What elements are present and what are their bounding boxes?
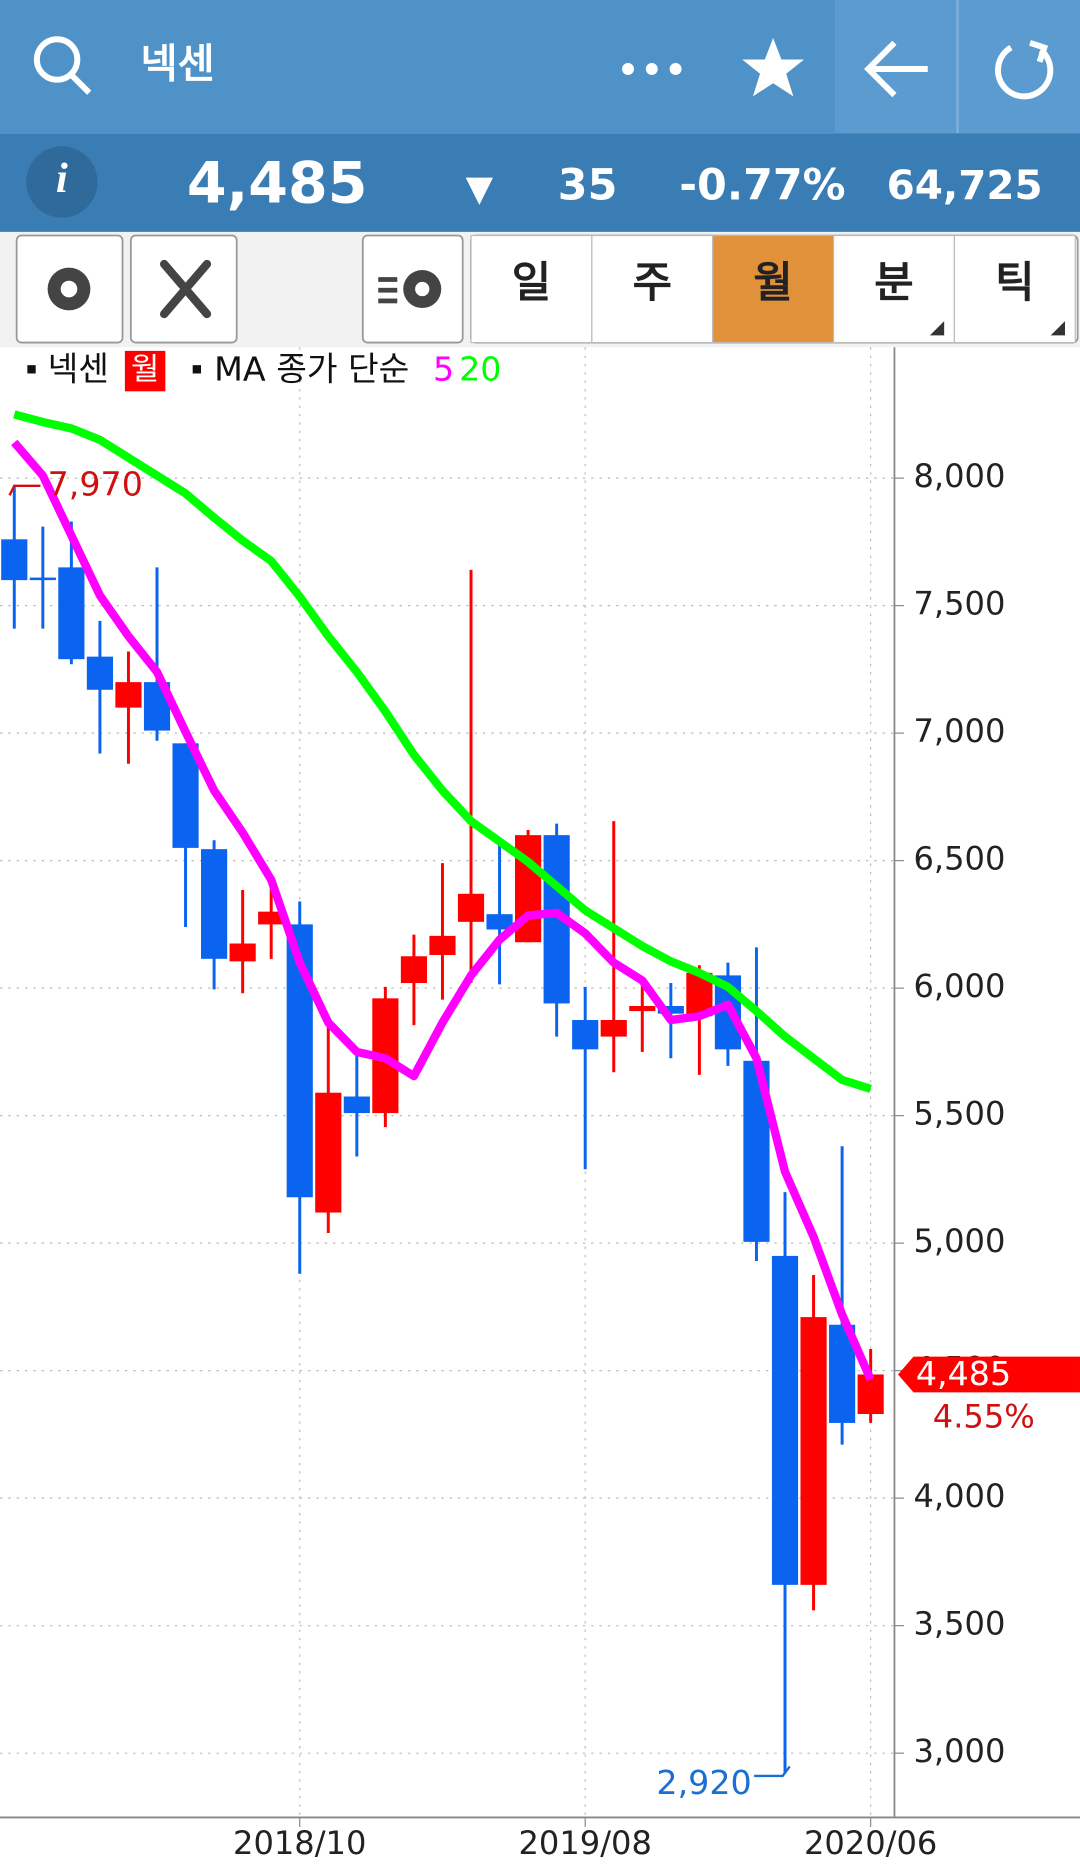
x-tick-label: 2020/06 (804, 1824, 937, 1862)
change-pct: -0.77% (679, 160, 845, 210)
change: 35 (558, 160, 618, 210)
back-icon[interactable] (864, 40, 928, 98)
stock-name[interactable]: 넥센 (140, 40, 214, 88)
tab-label: 월 (753, 258, 792, 308)
y-tick-label: 6,000 (913, 967, 1005, 1005)
tab[interactable] (832, 234, 955, 344)
candle-body (486, 914, 513, 930)
candle-body (115, 682, 142, 708)
candle-body (800, 1317, 827, 1585)
y-tick-label: 3,500 (913, 1605, 1005, 1643)
price-tag (898, 1356, 1080, 1393)
price-tag-sub: 4.55% (933, 1397, 1035, 1435)
candle-body (343, 1096, 370, 1114)
y-tick-label: 6,500 (913, 840, 1005, 878)
price: 4,485 (187, 150, 368, 216)
candle-body (771, 1255, 799, 1585)
ma-line (11, 439, 875, 1382)
favorite-icon[interactable] (742, 38, 805, 97)
candle-body (400, 956, 428, 984)
tab[interactable] (953, 234, 1076, 344)
candle-body (315, 1092, 342, 1213)
tab-label: 주 (633, 258, 672, 308)
y-tick-label: 8,000 (913, 457, 1005, 495)
legend-ma20: 20 (459, 350, 501, 389)
info-icon: i (56, 155, 68, 202)
legend-name: 넥센 (48, 350, 109, 389)
legend-swatch (192, 365, 202, 374)
tab-label: 틱 (995, 258, 1034, 308)
candle-body (58, 567, 85, 660)
y-tick-label: 5,500 (913, 1095, 1005, 1133)
tab[interactable] (712, 234, 835, 344)
x-tick-label: 2019/08 (518, 1824, 651, 1862)
candle-body (657, 1005, 684, 1014)
legend-ma5: 5 (433, 350, 454, 389)
plot-area (0, 347, 1080, 1865)
legend-tag-box (124, 350, 166, 392)
annotation-arrow (8, 484, 41, 496)
annotation: 7,970 (48, 464, 143, 503)
tab-label: 일 (512, 258, 551, 308)
refresh-icon[interactable] (995, 39, 1054, 100)
candle-body (86, 656, 114, 690)
price-tag-label: 4,485 (916, 1354, 1011, 1393)
y-tick-label: 4,000 (913, 1477, 1005, 1515)
candle-body (857, 1374, 884, 1415)
candle-body (172, 743, 199, 848)
candle-body (201, 849, 228, 959)
candle-body (457, 893, 485, 922)
candle-body (29, 577, 56, 581)
annotation: 2,920 (656, 1763, 751, 1802)
y-tick-label: 7,500 (913, 585, 1005, 623)
tab-label: 분 (874, 258, 913, 308)
search-icon[interactable] (33, 36, 92, 95)
quote-bar (0, 133, 1080, 232)
y-tick-label: 3,000 (913, 1732, 1005, 1770)
legend-tag: 월 (131, 352, 159, 388)
direction: ▼ (466, 168, 494, 209)
tab-corner (1050, 321, 1066, 336)
annotation-arrow (754, 1765, 791, 1778)
candle-body (572, 1020, 599, 1050)
candle-body (1, 539, 28, 581)
tab-corner (929, 321, 945, 336)
candle-body (258, 911, 285, 925)
candle-body (629, 1005, 656, 1012)
legend-swatch (27, 365, 36, 374)
y-tick-label: 5,000 (913, 1222, 1005, 1260)
candle-body (600, 1020, 627, 1037)
tab[interactable] (470, 234, 593, 344)
volume: 64,725 (887, 161, 1043, 209)
x-tick-label: 2018/10 (233, 1824, 366, 1862)
candle-body (229, 943, 256, 962)
info-button[interactable] (26, 146, 98, 218)
legend-ma: MA 종가 단순 (214, 350, 409, 389)
tab[interactable] (591, 234, 714, 344)
more-icon[interactable] (622, 63, 682, 75)
ma-line (13, 410, 872, 1093)
candle-body (429, 935, 456, 955)
y-tick-label: 7,000 (913, 712, 1005, 750)
